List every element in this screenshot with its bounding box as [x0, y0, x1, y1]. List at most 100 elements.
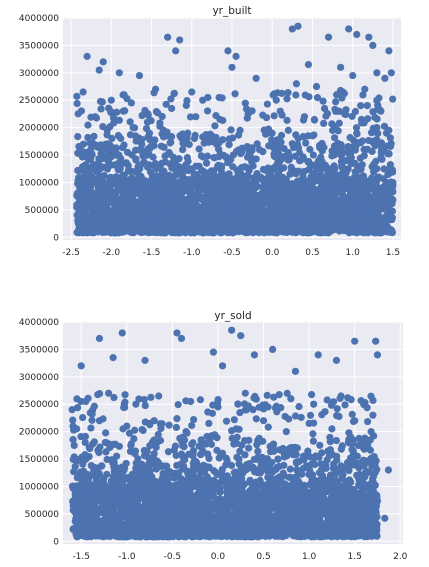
data-point [389, 95, 397, 103]
data-point [200, 186, 208, 194]
data-point [137, 228, 145, 237]
data-point [117, 134, 125, 142]
data-point [256, 174, 264, 182]
data-point [268, 166, 276, 174]
data-point [328, 225, 336, 233]
data-point [143, 151, 151, 159]
data-point [132, 218, 140, 226]
data-point [224, 170, 233, 178]
data-point [328, 120, 336, 128]
data-point [246, 218, 254, 226]
data-point [238, 227, 246, 235]
data-point [266, 172, 274, 180]
data-point [296, 157, 304, 165]
data-point [229, 151, 237, 159]
data-point [222, 187, 230, 195]
data-point [204, 228, 212, 237]
data-point [179, 139, 187, 147]
data-point [283, 95, 291, 103]
data-point [285, 201, 294, 210]
data-point [317, 213, 325, 221]
data-point [256, 202, 264, 210]
data-point [208, 132, 216, 140]
data-point [129, 229, 138, 237]
data-point [332, 98, 340, 106]
data-point [225, 141, 233, 149]
data-point [186, 224, 194, 232]
data-point [84, 133, 92, 142]
y-tick-label: 1000000 [19, 178, 59, 188]
data-point [90, 132, 98, 140]
data-point [268, 214, 276, 222]
data-point [127, 99, 135, 107]
data-point [166, 160, 174, 168]
x-tick-label: -2.5 [62, 248, 80, 258]
x-tick-label: 1.0 [302, 552, 317, 562]
data-point [152, 174, 160, 182]
data-point [115, 160, 123, 169]
data-point [264, 129, 272, 137]
data-point [288, 25, 296, 33]
data-point [119, 144, 127, 152]
data-point [79, 88, 87, 96]
data-point [342, 208, 350, 216]
data-point [105, 160, 113, 168]
data-point [103, 126, 111, 134]
data-point [310, 220, 319, 228]
data-point [359, 91, 367, 99]
data-point [380, 165, 388, 173]
data-point [143, 118, 152, 126]
data-point [185, 188, 193, 197]
data-point [357, 102, 365, 110]
data-point [279, 206, 288, 215]
data-point [363, 102, 371, 110]
data-point [259, 111, 267, 119]
data-point [73, 92, 81, 100]
data-point [259, 190, 268, 198]
data-point [200, 139, 208, 147]
data-point [200, 170, 208, 178]
data-point [271, 177, 280, 186]
data-point [308, 132, 317, 140]
data-point [271, 206, 279, 214]
data-point [324, 33, 333, 41]
data-point [162, 100, 170, 108]
x-tick-label: 1.0 [346, 248, 361, 258]
data-point [356, 154, 364, 162]
data-point [257, 210, 266, 218]
data-point [192, 113, 200, 121]
data-point [136, 209, 144, 218]
data-point [245, 147, 253, 155]
scatter-points [73, 22, 397, 237]
data-point [345, 228, 353, 236]
data-point [237, 174, 245, 183]
data-point [378, 189, 386, 197]
data-point [373, 124, 381, 132]
data-point [203, 152, 212, 160]
data-point [215, 201, 224, 210]
data-point [385, 150, 393, 158]
data-point [109, 146, 117, 155]
data-point [195, 145, 203, 153]
data-point [224, 47, 232, 55]
data-point [138, 135, 146, 144]
data-point [323, 228, 331, 236]
data-point [251, 177, 259, 185]
data-point [123, 148, 132, 156]
y-tick-label: 2000000 [19, 428, 59, 438]
data-point [94, 212, 103, 220]
data-point [209, 222, 217, 230]
data-point [375, 94, 383, 102]
x-tick-label: 0.5 [305, 248, 319, 258]
data-point [228, 63, 236, 71]
data-point [184, 129, 192, 137]
data-point [297, 228, 306, 236]
data-point [267, 221, 275, 229]
data-point [329, 176, 337, 184]
data-point [304, 178, 312, 186]
data-point [142, 124, 151, 133]
data-point [292, 131, 300, 139]
data-point [136, 146, 144, 154]
data-point [241, 99, 249, 107]
data-point [304, 60, 313, 69]
